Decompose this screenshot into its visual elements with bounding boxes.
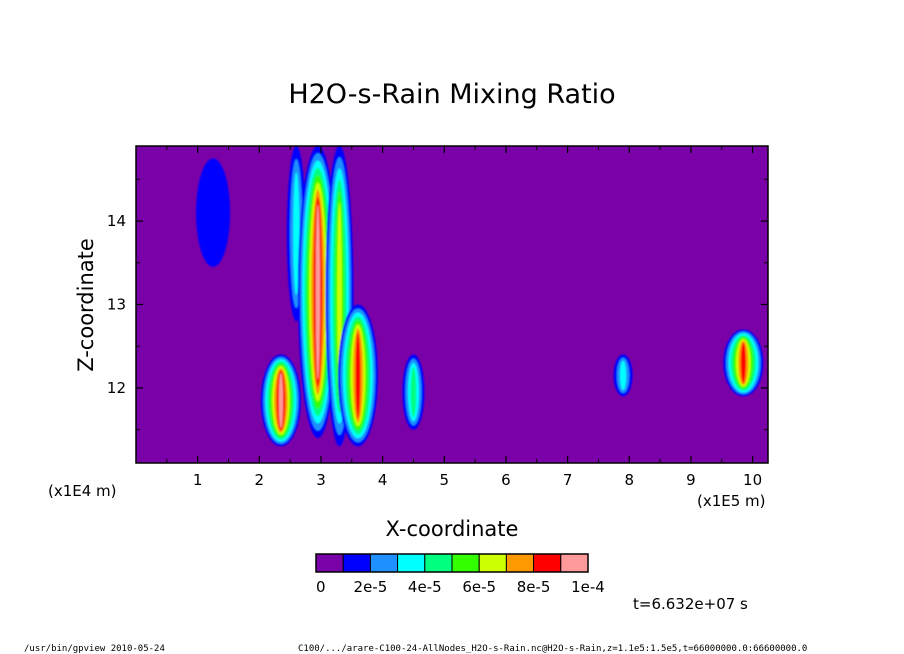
y-tick-label: 14: [107, 212, 126, 230]
y-tick-label: 12: [107, 379, 126, 397]
rain-contour: [315, 204, 321, 380]
x-tick-label: 5: [440, 471, 450, 489]
x-scale-label: (x1E4 m): [48, 482, 117, 500]
colorbar-swatch: [424, 553, 453, 573]
x-axis-label: X-coordinate: [386, 517, 519, 541]
x-scale-label-right: (x1E5 m): [697, 492, 766, 510]
rain-feature: [297, 146, 338, 438]
rain-contour: [293, 172, 300, 295]
rain-feature: [337, 304, 378, 447]
footer-right: C100/.../arare-C100-24-AllNodes_H2O-s-Ra…: [298, 644, 807, 654]
colorbar-label: 1e-4: [571, 578, 605, 596]
rain-feature: [196, 158, 231, 267]
colorbar-label: 8e-5: [517, 578, 551, 596]
colorbar-swatch: [342, 553, 371, 573]
rain-feature: [402, 354, 425, 430]
colorbar-swatch: [369, 553, 399, 573]
colorbar: 0 2e-5 4e-5 6e-5 8e-5 1e-4: [315, 553, 605, 596]
plot-background: [136, 146, 768, 463]
colorbar-swatch: [505, 553, 535, 573]
x-tick-label: 2: [255, 471, 265, 489]
colorbar-swatch: [478, 553, 507, 573]
rain-contour: [278, 372, 284, 428]
x-tick-label: 8: [624, 471, 634, 489]
colorbar-swatch: [451, 553, 480, 573]
y-axis-ticks: 12 13 14: [107, 178, 768, 431]
plot-area: [135, 145, 769, 464]
rain-features: [196, 146, 764, 447]
x-tick-label: 1: [193, 471, 203, 489]
colorbar-frame: [315, 553, 589, 573]
y-tick-label: 13: [107, 296, 126, 314]
rain-feature: [723, 329, 764, 397]
colorbar-swatch: [560, 553, 589, 573]
rain-contour: [410, 367, 417, 417]
rain-contour: [740, 342, 746, 384]
rain-feature: [260, 354, 301, 447]
x-tick-label: 4: [378, 471, 388, 489]
time-label: t=6.632e+07 s: [633, 595, 748, 613]
colorbar-label: 2e-5: [354, 578, 388, 596]
rain-contour: [196, 158, 231, 267]
rain-contour: [355, 332, 361, 419]
rain-feature: [613, 354, 633, 397]
colorbar-swatch: [533, 553, 562, 573]
colorbar-swatch: [397, 553, 426, 573]
x-tick-label: 9: [686, 471, 696, 489]
colorbar-label: 0: [316, 578, 326, 596]
x-tick-label: 3: [316, 471, 326, 489]
colorbar-label: 4e-5: [408, 578, 442, 596]
colorbar-label: 6e-5: [462, 578, 496, 596]
footer-left: /usr/bin/gpview 2010-05-24: [24, 644, 165, 654]
rain-contour: [619, 360, 627, 391]
colorbar-swatch: [315, 553, 344, 573]
chart-title: H2O-s-Rain Mixing Ratio: [288, 79, 615, 110]
x-tick-label: 6: [501, 471, 511, 489]
x-tick-label: 7: [563, 471, 573, 489]
x-axis-ticks: 1 2 3 4 5 6 7 8 9 10: [166, 146, 762, 489]
x-tick-label: 10: [743, 471, 762, 489]
y-axis-label: Z-coordinate: [74, 238, 98, 372]
